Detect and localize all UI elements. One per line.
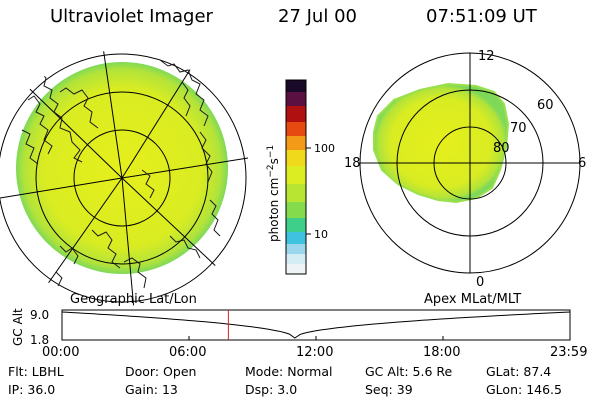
info-glon: GLon: 146.5 <box>486 382 562 397</box>
colorbar-tick-label-10: 10 <box>314 228 328 241</box>
info-mode: Mode: Normal <box>245 364 333 379</box>
altitude-ymin-label: 1.8 <box>30 333 49 347</box>
polar-plot <box>359 52 581 274</box>
instrument-title: Ultraviolet Imager <box>50 6 213 27</box>
polar-grid <box>359 52 581 274</box>
color-bar <box>285 79 311 275</box>
auroral-oval <box>373 82 510 204</box>
date-label: 27 Jul 00 <box>278 6 357 27</box>
aurora-emission-disk <box>16 62 228 274</box>
altitude-ymax-label: 9.0 <box>30 308 49 322</box>
time-tick-18: 18:00 <box>423 345 461 360</box>
info-gc-alt: GC Alt: 5.6 Re <box>365 364 453 379</box>
time-label: 07:51:09 UT <box>426 6 537 27</box>
info-glat: GLat: 87.4 <box>486 364 552 379</box>
info-dsp: Dsp: 3.0 <box>245 382 298 397</box>
lat-label-70: 70 <box>510 121 527 136</box>
info-flt: Flt: LBHL <box>8 364 64 379</box>
info-ip: IP: 36.0 <box>8 382 56 397</box>
mlt-label-12: 12 <box>478 49 495 64</box>
altitude-ylabel: GC Alt <box>11 308 25 346</box>
time-tick-12: 12:00 <box>296 345 334 360</box>
time-tick-2359: 23:59 <box>550 345 588 360</box>
lat-label-80: 80 <box>493 141 510 156</box>
info-gain: Gain: 13 <box>125 382 178 397</box>
altitude-strip-frame <box>61 309 571 341</box>
geographic-label: Geographic Lat/Lon <box>70 292 197 307</box>
mlt-label-0: 0 <box>476 275 484 290</box>
mlt-label-6: 6 <box>578 156 586 171</box>
apex-label: Apex MLat/MLT <box>424 292 522 307</box>
time-tick-00: 00:00 <box>42 345 80 360</box>
geographic-grid <box>0 50 249 306</box>
altitude-curve <box>61 311 571 339</box>
info-seq: Seq: 39 <box>365 382 413 397</box>
colorbar-tick-label-100: 100 <box>314 142 335 155</box>
lat-label-60: 60 <box>537 98 554 113</box>
info-door: Door: Open <box>125 364 197 379</box>
altitude-strip <box>61 309 571 341</box>
colorbar-unit-label: photon cm−2s−1 <box>266 145 281 242</box>
mlt-label-18: 18 <box>344 156 361 171</box>
geographic-image <box>0 50 249 306</box>
time-tick-06: 06:00 <box>169 345 207 360</box>
